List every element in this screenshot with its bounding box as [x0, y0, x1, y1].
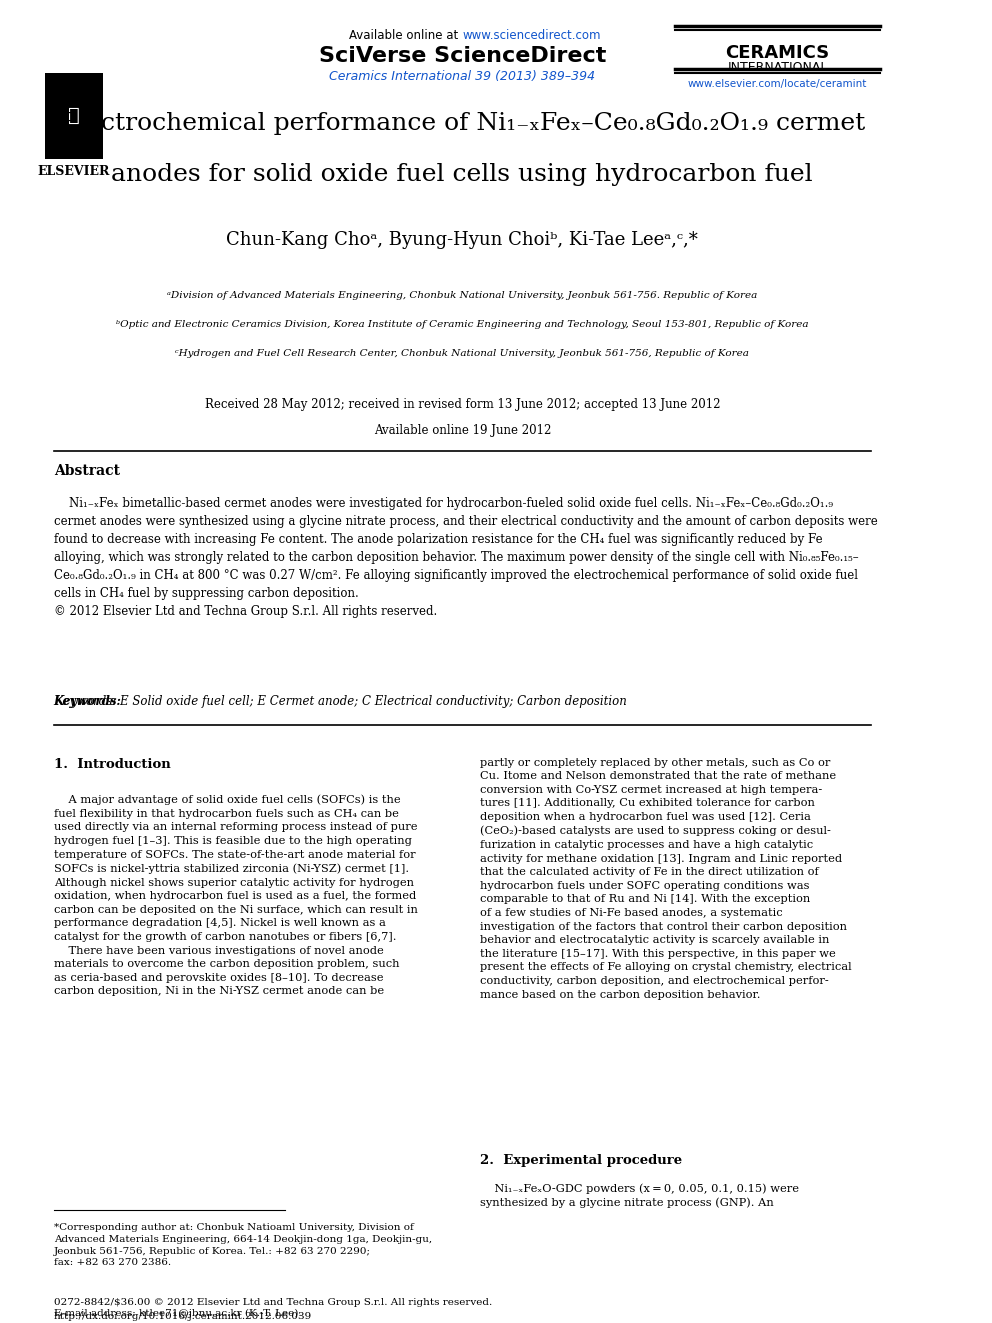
Text: SciVerse ScienceDirect: SciVerse ScienceDirect	[318, 46, 606, 66]
Text: *Corresponding author at: Chonbuk Natioaml University, Division of
Advanced Mate: *Corresponding author at: Chonbuk Natioa…	[54, 1222, 432, 1267]
Text: 1.  Introduction: 1. Introduction	[54, 758, 171, 770]
Text: partly or completely replaced by other metals, such as Co or
Cu. Itome and Nelso: partly or completely replaced by other m…	[480, 758, 852, 1000]
Text: A major advantage of solid oxide fuel cells (SOFCs) is the
fuel flexibility in t: A major advantage of solid oxide fuel ce…	[54, 795, 418, 996]
Text: ELSEVIER: ELSEVIER	[38, 165, 110, 179]
Text: Keywords:: Keywords:	[54, 696, 122, 708]
Text: INTERNATIONAL: INTERNATIONAL	[727, 61, 827, 74]
Text: Ceramics International 39 (2013) 389–394: Ceramics International 39 (2013) 389–394	[329, 70, 595, 83]
Text: www.sciencedirect.com: www.sciencedirect.com	[462, 29, 601, 42]
Bar	[45, 73, 102, 159]
Text: Ni₁₋ₓFeₓ bimetallic-based cermet anodes were investigated for hydrocarbon-fueled: Ni₁₋ₓFeₓ bimetallic-based cermet anodes …	[54, 497, 878, 618]
Text: www.elsevier.com/locate/ceramint: www.elsevier.com/locate/ceramint	[687, 79, 867, 90]
Text: http://dx.doi.org/10.1016/j.ceramint.2012.06.039: http://dx.doi.org/10.1016/j.ceramint.201…	[54, 1311, 312, 1320]
Text: ᵇOptic and Electronic Ceramics Division, Korea Institute of Ceramic Engineering : ᵇOptic and Electronic Ceramics Division,…	[116, 320, 808, 329]
Text: E-mail address: ktlee71@jbnu.ac.kr (K.-T. Lee).: E-mail address: ktlee71@jbnu.ac.kr (K.-T…	[54, 1308, 302, 1318]
Text: Ni₁₋ₓFeₓO-GDC powders (x = 0, 0.05, 0.1, 0.15) were
synthesized by a glycine nit: Ni₁₋ₓFeₓO-GDC powders (x = 0, 0.05, 0.1,…	[480, 1183, 799, 1208]
Text: Available online 19 June 2012: Available online 19 June 2012	[374, 425, 551, 438]
Text: 0272-8842/$36.00 © 2012 Elsevier Ltd and Techna Group S.r.l. All rights reserved: 0272-8842/$36.00 © 2012 Elsevier Ltd and…	[54, 1298, 492, 1307]
Text: 🌳: 🌳	[67, 106, 79, 126]
Text: ᵃDivision of Advanced Materials Engineering, Chonbuk National University, Jeonbu: ᵃDivision of Advanced Materials Engineer…	[167, 291, 757, 300]
Text: 2.  Experimental procedure: 2. Experimental procedure	[480, 1154, 682, 1167]
Text: Available online at: Available online at	[349, 29, 462, 42]
Text: anodes for solid oxide fuel cells using hydrocarbon fuel: anodes for solid oxide fuel cells using …	[111, 163, 813, 185]
Text: Electrochemical performance of Ni₁₋ₓFeₓ–Ce₀.₈Gd₀.₂O₁.₉ cermet: Electrochemical performance of Ni₁₋ₓFeₓ–…	[60, 112, 865, 135]
Text: Abstract: Abstract	[54, 464, 120, 478]
Text: Received 28 May 2012; received in revised form 13 June 2012; accepted 13 June 20: Received 28 May 2012; received in revise…	[204, 398, 720, 411]
Text: Chun-Kang Choᵃ, Byung-Hyun Choiᵇ, Ki-Tae Leeᵃ,ᶜ,*: Chun-Kang Choᵃ, Byung-Hyun Choiᵇ, Ki-Tae…	[226, 232, 698, 249]
Text: Keywords: E Solid oxide fuel cell; E Cermet anode; C Electrical conductivity; Ca: Keywords: E Solid oxide fuel cell; E Cer…	[54, 696, 627, 708]
Text: ᶜHydrogen and Fuel Cell Research Center, Chonbuk National University, Jeonbuk 56: ᶜHydrogen and Fuel Cell Research Center,…	[176, 349, 749, 359]
Text: CERAMICS: CERAMICS	[725, 44, 829, 62]
